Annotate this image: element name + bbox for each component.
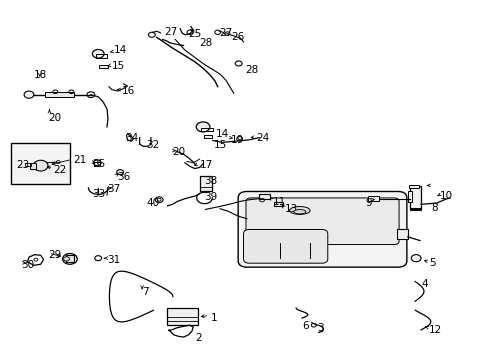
Bar bbox=[96, 54, 107, 58]
Text: 12: 12 bbox=[428, 325, 441, 335]
Text: 24: 24 bbox=[256, 133, 269, 143]
Text: 27: 27 bbox=[163, 27, 177, 37]
Circle shape bbox=[117, 170, 123, 175]
FancyBboxPatch shape bbox=[243, 229, 327, 263]
Bar bbox=[30, 163, 36, 169]
Bar bbox=[273, 202, 282, 206]
Text: 39: 39 bbox=[204, 192, 217, 202]
Bar bbox=[99, 64, 108, 68]
Text: 1: 1 bbox=[210, 313, 217, 323]
Text: 8: 8 bbox=[431, 203, 437, 213]
Bar bbox=[66, 255, 74, 262]
Text: 5: 5 bbox=[428, 258, 434, 268]
Bar bbox=[407, 191, 411, 202]
Text: 3: 3 bbox=[316, 323, 323, 333]
Bar bbox=[167, 308, 197, 325]
Text: 25: 25 bbox=[188, 29, 201, 39]
Text: 21: 21 bbox=[73, 155, 86, 165]
Bar bbox=[200, 128, 212, 131]
Bar bbox=[409, 208, 420, 211]
Text: 36: 36 bbox=[117, 172, 130, 182]
Text: 9: 9 bbox=[365, 198, 371, 208]
Text: 6: 6 bbox=[302, 321, 308, 331]
Text: 27: 27 bbox=[219, 28, 232, 38]
Text: 7: 7 bbox=[142, 287, 148, 297]
FancyBboxPatch shape bbox=[238, 192, 406, 267]
Circle shape bbox=[93, 160, 101, 166]
Text: 10: 10 bbox=[439, 191, 452, 201]
Text: 11: 11 bbox=[272, 197, 285, 207]
Text: 14: 14 bbox=[216, 129, 229, 139]
Text: 13: 13 bbox=[284, 204, 297, 215]
Circle shape bbox=[92, 49, 104, 58]
Bar bbox=[25, 163, 31, 166]
Text: 29: 29 bbox=[48, 249, 61, 260]
Text: 33: 33 bbox=[92, 189, 105, 199]
Text: 38: 38 bbox=[204, 176, 217, 186]
Bar bbox=[408, 185, 418, 188]
Text: 23: 23 bbox=[16, 160, 29, 170]
Text: 14: 14 bbox=[114, 45, 127, 55]
Bar bbox=[409, 186, 420, 210]
Circle shape bbox=[63, 257, 69, 261]
Text: 40: 40 bbox=[146, 198, 159, 208]
Circle shape bbox=[196, 122, 209, 132]
Bar bbox=[11, 143, 70, 184]
Text: 17: 17 bbox=[199, 160, 212, 170]
Text: 26: 26 bbox=[230, 32, 244, 41]
Bar bbox=[259, 194, 269, 199]
Text: 35: 35 bbox=[92, 159, 105, 169]
Text: 28: 28 bbox=[245, 64, 258, 75]
Ellipse shape bbox=[289, 207, 309, 215]
Ellipse shape bbox=[293, 210, 305, 214]
Bar bbox=[396, 229, 407, 239]
Text: 2: 2 bbox=[195, 333, 202, 343]
Text: 28: 28 bbox=[199, 38, 212, 48]
FancyBboxPatch shape bbox=[245, 198, 398, 244]
Circle shape bbox=[33, 160, 48, 171]
Circle shape bbox=[24, 91, 34, 98]
Circle shape bbox=[410, 255, 420, 262]
Bar bbox=[199, 176, 211, 192]
Text: 32: 32 bbox=[146, 140, 159, 150]
Text: 15: 15 bbox=[112, 61, 125, 71]
Text: 19: 19 bbox=[230, 135, 244, 145]
Bar bbox=[203, 135, 212, 138]
Text: 37: 37 bbox=[107, 184, 120, 194]
Text: 22: 22 bbox=[53, 165, 66, 175]
Bar bbox=[44, 92, 74, 97]
Text: 4: 4 bbox=[420, 279, 427, 289]
Text: 31: 31 bbox=[107, 255, 120, 265]
Bar bbox=[94, 162, 100, 166]
Text: 18: 18 bbox=[34, 70, 47, 80]
Text: 20: 20 bbox=[172, 147, 185, 157]
Bar bbox=[367, 196, 378, 201]
Text: 15: 15 bbox=[214, 140, 227, 150]
Text: 16: 16 bbox=[122, 86, 135, 96]
Text: 34: 34 bbox=[125, 133, 138, 143]
Text: 30: 30 bbox=[21, 260, 34, 270]
Circle shape bbox=[62, 253, 77, 264]
Text: 20: 20 bbox=[48, 113, 61, 123]
